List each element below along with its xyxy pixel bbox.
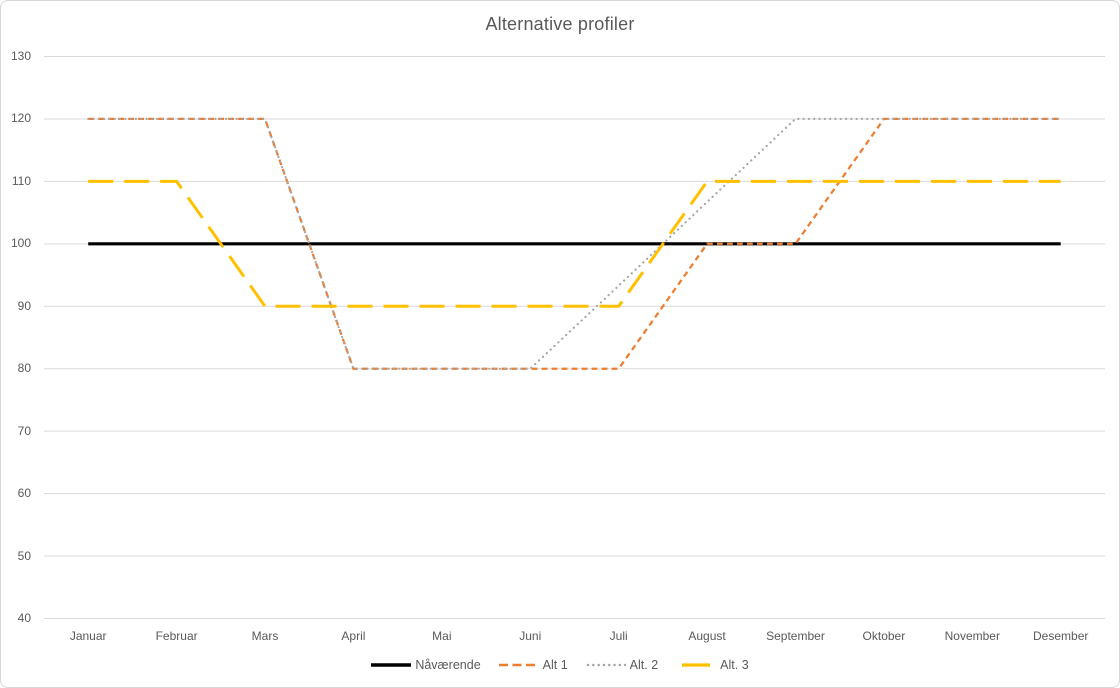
x-tick-label-januar: Januar: [69, 629, 107, 643]
legend-label: Alt. 2: [629, 658, 659, 672]
y-tick-label: 100: [10, 236, 31, 251]
legend-label: Nåværende: [415, 658, 481, 672]
x-tick-label-oktober: Oktober: [862, 629, 906, 643]
y-tick-label: 60: [17, 486, 31, 501]
x-tick-label-august: August: [688, 629, 726, 643]
legend-label: Alt. 3: [720, 658, 749, 672]
legend-line-sample-3: [682, 663, 711, 667]
chart-title: Alternative profiler: [485, 14, 635, 34]
y-tick-label: 70: [17, 423, 31, 438]
legend-line-sample-1: [498, 663, 539, 667]
x-tick-label-desember: Desember: [1033, 629, 1089, 643]
x-tick-label-september: September: [766, 629, 825, 643]
legend-item-2: Alt. 2: [586, 658, 659, 672]
legend-item-0: Nåværende: [371, 658, 481, 672]
y-tick-label: 90: [17, 298, 31, 313]
legend-item-1: Alt 1: [498, 658, 568, 672]
legend-label: Alt 1: [542, 658, 568, 672]
x-tick-label-juni: Juni: [519, 629, 542, 643]
y-tick-label: 110: [11, 173, 31, 188]
series-line-2: [87, 117, 1062, 370]
series-line-1: [88, 117, 1061, 370]
legend: Nåværende Alt 1 Alt. 2 Alt. 3: [1, 658, 1119, 672]
legend-item-3: Alt. 3: [676, 658, 749, 672]
y-tick-label: 40: [17, 611, 31, 625]
legend-line-sample-0: [371, 663, 412, 667]
x-tick-label-februar: Februar: [155, 629, 198, 643]
x-tick-label-november: November: [944, 629, 1000, 643]
x-tick-label-mai: Mai: [432, 629, 452, 643]
x-tick-label-juli: Juli: [609, 629, 628, 643]
y-tick-label: 80: [17, 361, 31, 376]
x-tick-label-mars: Mars: [251, 629, 279, 643]
y-tick-label: 120: [10, 111, 31, 126]
legend-line-sample-2: [586, 663, 626, 667]
y-tick-label: 50: [17, 548, 31, 563]
series-line-3: [88, 179, 1061, 308]
x-tick-label-april: April: [341, 629, 366, 643]
y-tick-label: 130: [10, 49, 31, 63]
